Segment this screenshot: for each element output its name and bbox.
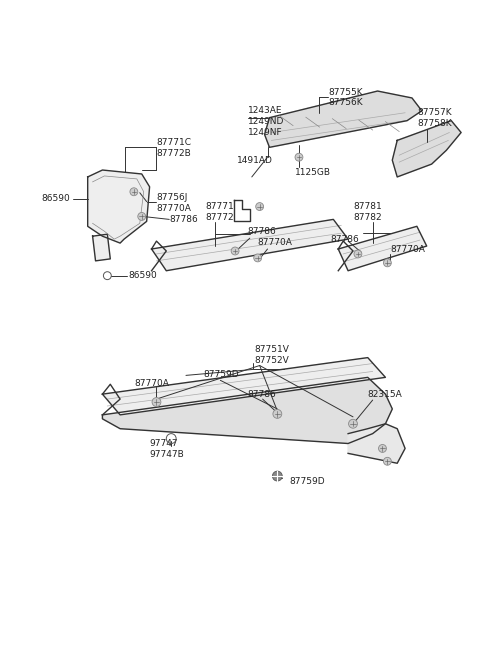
Circle shape bbox=[384, 259, 391, 267]
Text: 87772B: 87772B bbox=[156, 149, 191, 158]
Text: 97747: 97747 bbox=[150, 439, 178, 448]
Text: 87770A: 87770A bbox=[258, 238, 293, 246]
Text: 87758K: 87758K bbox=[417, 119, 452, 128]
Circle shape bbox=[254, 254, 262, 262]
Circle shape bbox=[273, 471, 282, 481]
Text: 87782: 87782 bbox=[353, 213, 382, 222]
Text: 1243AE: 1243AE bbox=[248, 106, 282, 115]
Circle shape bbox=[384, 457, 391, 465]
Text: 1249ND: 1249ND bbox=[248, 117, 284, 126]
Circle shape bbox=[354, 250, 362, 258]
Text: 87772: 87772 bbox=[205, 213, 234, 222]
Text: 97747B: 97747B bbox=[150, 450, 184, 459]
Text: 1249NF: 1249NF bbox=[248, 128, 283, 137]
Text: 1125GB: 1125GB bbox=[295, 168, 331, 176]
Text: 86590: 86590 bbox=[128, 271, 157, 280]
Circle shape bbox=[295, 153, 303, 161]
Circle shape bbox=[152, 398, 161, 407]
Text: 86590: 86590 bbox=[41, 194, 70, 203]
Circle shape bbox=[379, 445, 386, 453]
Circle shape bbox=[130, 188, 138, 196]
Polygon shape bbox=[264, 91, 422, 147]
Text: 87771: 87771 bbox=[205, 202, 234, 211]
Text: 87770A: 87770A bbox=[135, 379, 170, 388]
Text: 87786: 87786 bbox=[248, 227, 276, 236]
Circle shape bbox=[138, 212, 145, 220]
Text: 87786: 87786 bbox=[169, 215, 198, 224]
Text: 87759D: 87759D bbox=[289, 477, 325, 485]
Text: 87751V: 87751V bbox=[255, 345, 289, 354]
Circle shape bbox=[273, 409, 282, 419]
Polygon shape bbox=[152, 219, 348, 271]
Text: 87770A: 87770A bbox=[390, 244, 425, 253]
Text: 87781: 87781 bbox=[353, 202, 382, 211]
Text: 87771C: 87771C bbox=[156, 138, 192, 147]
Polygon shape bbox=[102, 358, 385, 415]
Text: 87752V: 87752V bbox=[255, 356, 289, 365]
Text: 87756K: 87756K bbox=[328, 98, 363, 107]
Circle shape bbox=[256, 202, 264, 210]
Text: 87770A: 87770A bbox=[156, 204, 192, 213]
Text: 87786: 87786 bbox=[248, 390, 276, 399]
Text: 87757K: 87757K bbox=[417, 108, 452, 117]
Circle shape bbox=[231, 247, 239, 255]
Polygon shape bbox=[93, 234, 110, 261]
Polygon shape bbox=[102, 377, 392, 443]
Text: 87756J: 87756J bbox=[156, 193, 188, 202]
Polygon shape bbox=[392, 121, 461, 177]
Polygon shape bbox=[88, 170, 150, 243]
Text: 82315A: 82315A bbox=[368, 390, 403, 399]
Text: 87786: 87786 bbox=[330, 234, 359, 244]
Polygon shape bbox=[338, 227, 427, 271]
Text: 87759D: 87759D bbox=[204, 370, 239, 379]
Text: 1491AD: 1491AD bbox=[237, 156, 273, 164]
Text: 87755K: 87755K bbox=[328, 88, 363, 96]
Circle shape bbox=[348, 419, 358, 428]
Polygon shape bbox=[348, 424, 405, 463]
